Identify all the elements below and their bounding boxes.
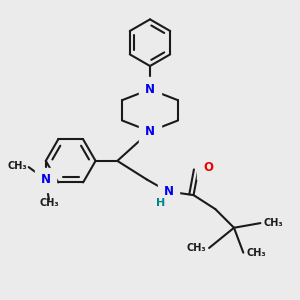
Text: CH₃: CH₃ [263, 218, 283, 228]
Text: CH₃: CH₃ [246, 248, 266, 258]
Text: N: N [41, 173, 51, 186]
Text: CH₃: CH₃ [39, 198, 59, 208]
Text: CH₃: CH₃ [8, 160, 27, 171]
Text: N: N [145, 125, 155, 138]
Text: CH₃: CH₃ [186, 243, 206, 253]
Text: N: N [164, 185, 174, 199]
Text: O: O [203, 160, 213, 174]
Text: H: H [156, 198, 166, 208]
Text: N: N [145, 83, 155, 96]
